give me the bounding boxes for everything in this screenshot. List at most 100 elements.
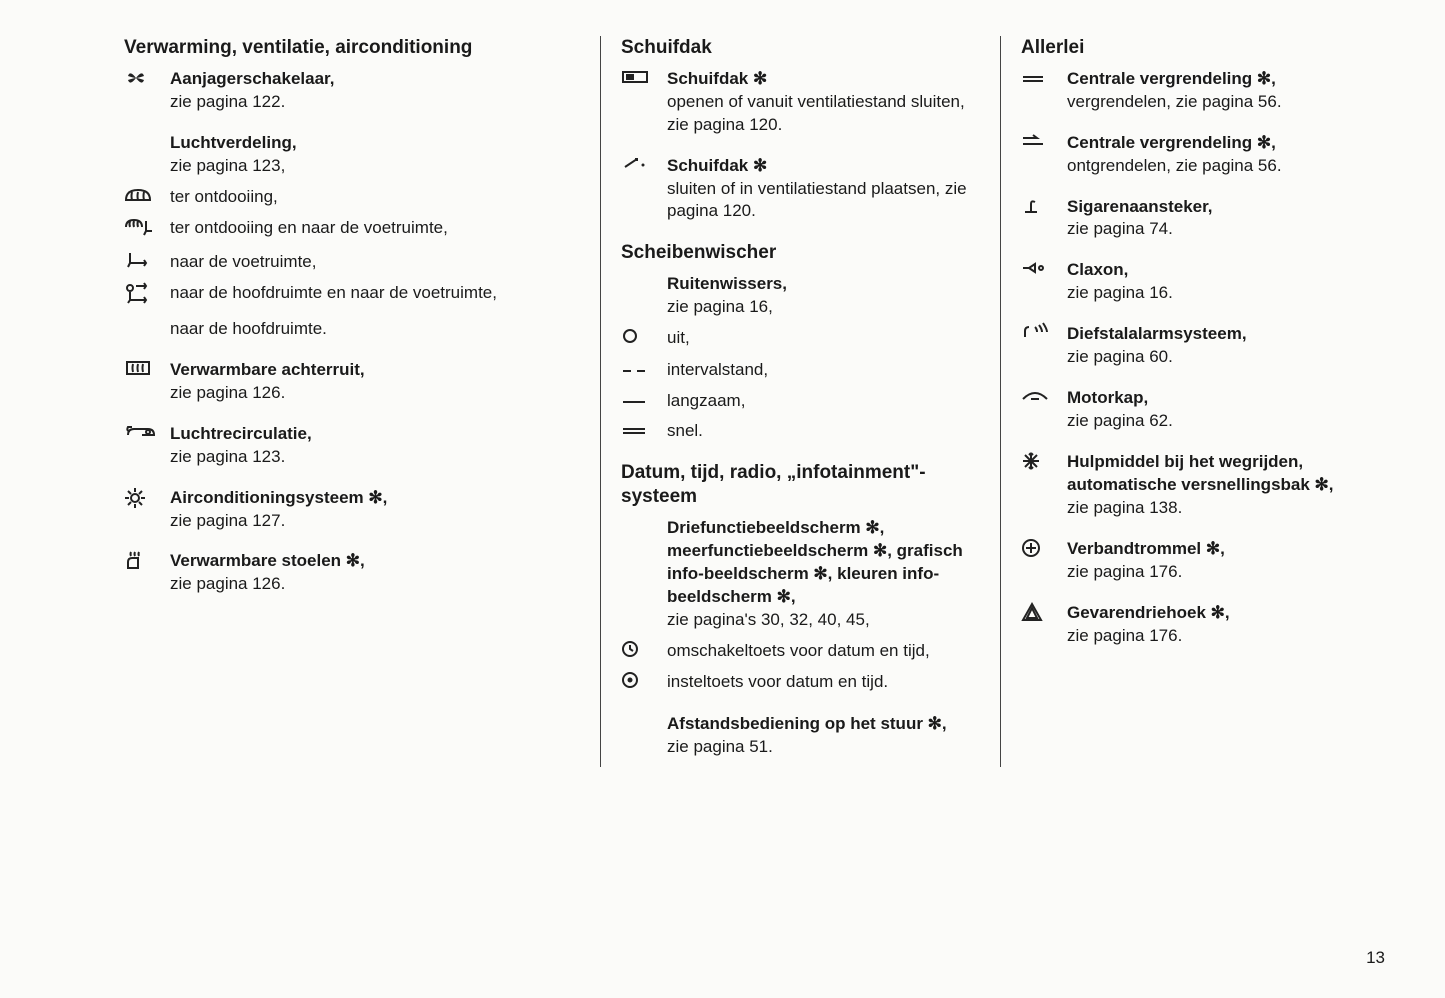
entry-text: Gevarendriehoek ✻,zie pagina 176. [1067,602,1376,648]
entry: ter ontdooiing, [124,186,576,210]
entry-text: ter ontdooiing, [170,186,576,209]
dot-circle-icon [621,671,667,695]
entry-text: Luchtverdeling,zie pagina 123, [170,132,576,178]
entry-text: naar de hoofdruimte. [170,318,576,341]
entry: Luchtverdeling,zie pagina 123, [124,132,576,178]
entry-text: Luchtrecirculatie,zie pagina 123. [170,423,576,469]
entry-text: Verwarmbare stoelen ✻,zie pagina 126. [170,550,576,596]
entry-rest: naar de voetruimte, [170,251,576,274]
entry-text: Verwarmbare achterruit,zie pagina 126. [170,359,576,405]
entry-rest: zie pagina 122. [170,91,576,114]
entry-text: Motorkap,zie pagina 62. [1067,387,1376,433]
entry-rest: naar de hoofdruimte. [170,318,576,341]
entry: naar de voetruimte, [124,251,576,275]
entry-text: uit, [667,327,976,350]
entry: uit, [621,327,976,351]
entry-text: Driefunctiebeeldscherm ✻, meerfunctiebee… [667,517,976,632]
entry-bold: Verwarmbare stoelen ✻, [170,550,576,573]
entry-text: Diefstalalarmsysteem,zie pagina 60. [1067,323,1376,369]
entry-text: langzaam, [667,390,976,413]
entry-rest: insteltoets voor datum en tijd. [667,671,976,694]
entry-rest: intervalstand, [667,359,976,382]
page-number: 13 [1366,948,1385,968]
entry-bold: Airconditioningsysteem ✻, [170,487,576,510]
entry-rest: sluiten of in ventilatiestand plaatsen, … [667,178,976,224]
defrost-foot-icon [124,217,170,243]
section-heading: Datum, tijd, radio, „infotainment"-syste… [621,461,976,509]
line2-icon [621,420,667,442]
entry-rest: zie pagina 60. [1067,346,1376,369]
entry-rest: omschakeltoets voor datum en tijd, [667,640,976,663]
entry-rest: ontgrendelen, zie pagina 56. [1067,155,1376,178]
entry-text: Ruitenwissers,zie pagina 16, [667,273,976,319]
entry-bold: Aanjagerschakelaar, [170,68,576,91]
entry-bold: Hulpmiddel bij het wegrijden, automatisc… [1067,451,1376,497]
entry: Ruitenwissers,zie pagina 16, [621,273,976,319]
column-1: Verwarming, ventilatie, airconditioning … [100,36,600,767]
firstaid-icon [1021,538,1067,564]
entry-bold: Centrale vergrendeling ✻, [1067,68,1376,91]
entry-bold: Sigarenaansteker, [1067,196,1376,219]
entry-rest: zie pagina 16, [667,296,976,319]
entry: Schuifdak ✻sluiten of in ventilatiestand… [621,155,976,224]
entry: ter ontdooiing en naar de voetruimte, [124,217,576,243]
entry-bold: Luchtverdeling, [170,132,576,155]
rear-defrost-icon [124,359,170,383]
entry: Schuifdak ✻openen of vanuit ventilatiest… [621,68,976,137]
entry-bold: Centrale vergrendeling ✻, [1067,132,1376,155]
entry-rest: naar de hoofdruimte en naar de voetruimt… [170,282,576,305]
entry-text: Schuifdak ✻openen of vanuit ventilatiest… [667,68,976,137]
snowflake-icon [1021,451,1067,477]
entry-text: ter ontdooiing en naar de voetruimte, [170,217,576,240]
entry-rest: uit, [667,327,976,350]
clock-icon [621,640,667,664]
entry: Motorkap,zie pagina 62. [1021,387,1376,433]
entry-text: Airconditioningsysteem ✻,zie pagina 127. [170,487,576,533]
entry-text: Claxon,zie pagina 16. [1067,259,1376,305]
entry: intervalstand, [621,359,976,382]
entry: Driefunctiebeeldscherm ✻, meerfunctiebee… [621,517,976,632]
entry-rest: zie pagina 51. [667,736,976,759]
entry-text: Afstandsbediening op het stuur ✻,zie pag… [667,713,976,759]
entry: Airconditioningsysteem ✻,zie pagina 127. [124,487,576,533]
entry: Diefstalalarmsysteem,zie pagina 60. [1021,323,1376,369]
entry-text: omschakeltoets voor datum en tijd, [667,640,976,663]
sunroof-open-icon [621,68,667,90]
manual-page: Verwarming, ventilatie, airconditioning … [0,0,1445,767]
entry-rest: zie pagina 123, [170,155,576,178]
column-2: SchuifdakSchuifdak ✻openen of vanuit ven… [600,36,1000,767]
entry: Gevarendriehoek ✻,zie pagina 176. [1021,602,1376,648]
entry-rest: zie pagina 138. [1067,497,1376,520]
entry: Verbandtrommel ✻,zie pagina 176. [1021,538,1376,584]
entry-rest: zie pagina 62. [1067,410,1376,433]
entry: Verwarmbare stoelen ✻,zie pagina 126. [124,550,576,596]
entry: Claxon,zie pagina 16. [1021,259,1376,305]
entry: Sigarenaansteker,zie pagina 74. [1021,196,1376,242]
head-foot-icon [124,282,170,310]
entry-rest: zie pagina 126. [170,382,576,405]
entry-rest: zie pagina 126. [170,573,576,596]
entry-text: Centrale vergrendeling ✻,ontgrendelen, z… [1067,132,1376,178]
entry-text: naar de voetruimte, [170,251,576,274]
entry-rest: zie pagina 176. [1067,561,1376,584]
line1-icon [621,390,667,412]
section-heading: Scheibenwischer [621,241,976,265]
entry-rest: zie pagina 123. [170,446,576,469]
defrost-front-icon [124,186,170,210]
entry: insteltoets voor datum en tijd. [621,671,976,695]
entry: snel. [621,420,976,443]
unlock-lines-icon [1021,132,1067,154]
entry-bold: Ruitenwissers, [667,273,976,296]
entry-bold: Schuifdak ✻ [667,155,976,178]
entry-rest: zie pagina 127. [170,510,576,533]
equals-icon [1021,68,1067,90]
entry-text: insteltoets voor datum en tijd. [667,671,976,694]
entry-rest: zie pagina 176. [1067,625,1376,648]
entry-text: Hulpmiddel bij het wegrijden, automatisc… [1067,451,1376,520]
entry: langzaam, [621,390,976,413]
entry-bold: Driefunctiebeeldscherm ✻, meerfunctiebee… [667,517,976,609]
entry-bold: Afstandsbediening op het stuur ✻, [667,713,976,736]
entry-text: Sigarenaansteker,zie pagina 74. [1067,196,1376,242]
entry: Centrale vergrendeling ✻,vergrendelen, z… [1021,68,1376,114]
entry-bold: Diefstalalarmsysteem, [1067,323,1376,346]
